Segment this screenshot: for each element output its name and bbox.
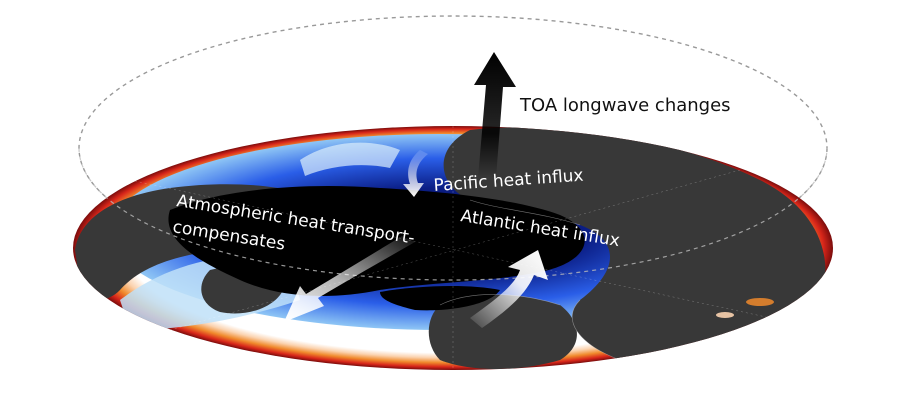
up-arrow-icon (474, 52, 516, 178)
down-left-arrow-icon (284, 236, 415, 322)
curved-up-arrow-icon (470, 250, 548, 328)
curved-down-arrow-icon (403, 150, 428, 197)
asia-land (443, 127, 826, 360)
earth-disc (73, 126, 833, 370)
europe-land (428, 294, 577, 369)
sea-ice (168, 186, 585, 296)
toa-label: TOA longwave changes (519, 95, 731, 116)
toa-outline-front (78, 147, 828, 281)
